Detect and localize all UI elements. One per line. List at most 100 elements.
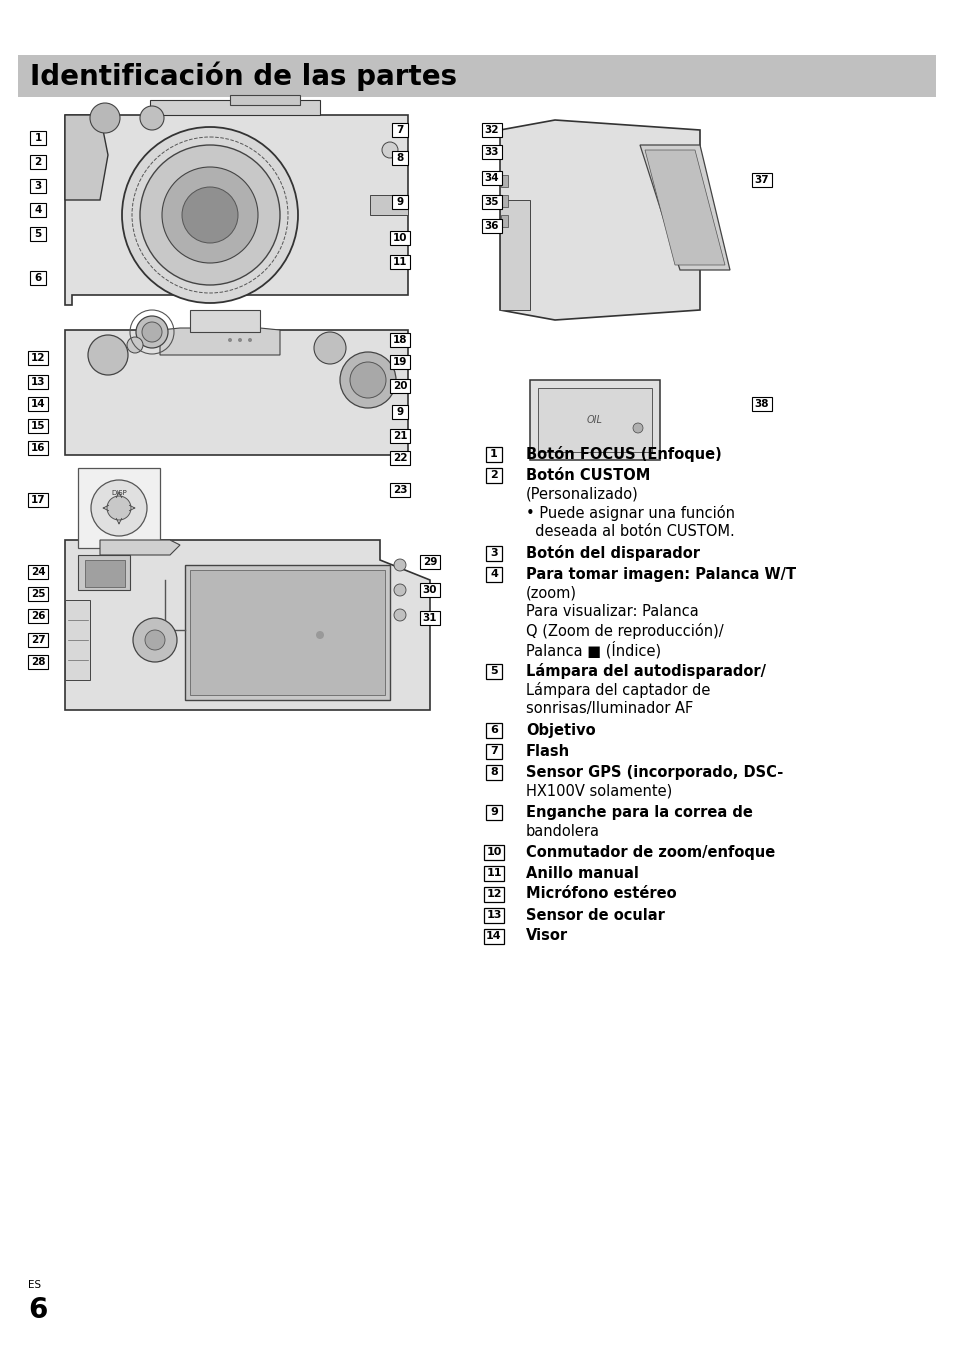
- Text: 25: 25: [30, 589, 45, 599]
- Text: 35: 35: [484, 196, 498, 207]
- Bar: [390, 451, 410, 465]
- Text: Visor: Visor: [525, 928, 568, 943]
- Text: Sensor de ocular: Sensor de ocular: [525, 908, 664, 923]
- Bar: [485, 722, 501, 737]
- Circle shape: [350, 362, 386, 398]
- Circle shape: [142, 321, 162, 342]
- Polygon shape: [65, 330, 408, 455]
- Bar: [481, 145, 501, 159]
- Bar: [30, 203, 46, 217]
- Bar: [485, 804, 501, 819]
- Polygon shape: [78, 555, 130, 590]
- Text: 14: 14: [30, 399, 45, 409]
- Text: 27: 27: [30, 635, 45, 646]
- Circle shape: [339, 352, 395, 408]
- Text: 1: 1: [34, 133, 42, 143]
- Polygon shape: [537, 387, 651, 452]
- Text: 8: 8: [490, 767, 497, 777]
- Bar: [483, 908, 503, 923]
- Polygon shape: [150, 100, 319, 116]
- Circle shape: [237, 338, 242, 342]
- Bar: [28, 397, 48, 412]
- Text: 1: 1: [490, 449, 497, 459]
- Text: Objetivo: Objetivo: [525, 722, 595, 737]
- Bar: [30, 270, 46, 285]
- Text: 12: 12: [30, 352, 45, 363]
- Bar: [30, 130, 46, 145]
- Text: 2: 2: [34, 157, 42, 167]
- Bar: [485, 566, 501, 581]
- Circle shape: [90, 104, 120, 133]
- Bar: [419, 555, 439, 569]
- Text: 11: 11: [486, 868, 501, 878]
- Text: DISP: DISP: [111, 490, 127, 496]
- Polygon shape: [644, 151, 724, 265]
- Polygon shape: [65, 539, 430, 710]
- Bar: [483, 886, 503, 901]
- Circle shape: [145, 629, 165, 650]
- Bar: [390, 355, 410, 369]
- Text: HX100V solamente): HX100V solamente): [525, 784, 672, 799]
- Text: 8: 8: [395, 153, 403, 163]
- Text: 9: 9: [396, 408, 403, 417]
- Circle shape: [315, 631, 324, 639]
- Circle shape: [228, 338, 232, 342]
- Bar: [483, 845, 503, 859]
- Bar: [28, 420, 48, 433]
- Bar: [30, 155, 46, 169]
- Text: 15: 15: [30, 421, 45, 430]
- Bar: [485, 546, 501, 561]
- Polygon shape: [65, 600, 90, 681]
- Bar: [30, 227, 46, 241]
- Text: • Puede asignar una función: • Puede asignar una función: [525, 504, 734, 521]
- Text: Anillo manual: Anillo manual: [525, 865, 639, 881]
- Bar: [28, 609, 48, 623]
- Bar: [28, 565, 48, 578]
- Polygon shape: [185, 565, 390, 699]
- Bar: [390, 483, 410, 498]
- Text: (Personalizado): (Personalizado): [525, 487, 639, 502]
- Text: Palanca ■ (Índice): Palanca ■ (Índice): [525, 642, 660, 659]
- Text: 2: 2: [490, 469, 497, 480]
- Text: 13: 13: [30, 377, 45, 387]
- Text: 28: 28: [30, 656, 45, 667]
- Text: 21: 21: [393, 430, 407, 441]
- Circle shape: [127, 338, 143, 352]
- Bar: [78, 468, 160, 547]
- Text: 29: 29: [422, 557, 436, 568]
- Circle shape: [381, 143, 397, 157]
- Polygon shape: [370, 195, 408, 215]
- Circle shape: [107, 496, 131, 521]
- Text: Botón del disparador: Botón del disparador: [525, 545, 700, 561]
- Bar: [751, 397, 771, 412]
- Polygon shape: [500, 195, 507, 207]
- Circle shape: [122, 126, 297, 303]
- Circle shape: [132, 617, 177, 662]
- Bar: [483, 928, 503, 943]
- Circle shape: [633, 422, 642, 433]
- Text: 11: 11: [393, 257, 407, 268]
- Bar: [28, 351, 48, 364]
- Bar: [28, 633, 48, 647]
- Circle shape: [182, 187, 237, 243]
- Bar: [390, 334, 410, 347]
- Bar: [485, 663, 501, 678]
- Text: 33: 33: [484, 147, 498, 157]
- Circle shape: [394, 609, 406, 621]
- Polygon shape: [100, 539, 180, 555]
- Bar: [419, 582, 439, 597]
- Bar: [485, 744, 501, 759]
- Text: 9: 9: [490, 807, 497, 816]
- Bar: [483, 865, 503, 881]
- Polygon shape: [85, 560, 125, 586]
- Text: Lámpara del captador de: Lámpara del captador de: [525, 682, 710, 698]
- Text: Para visualizar: Palanca: Para visualizar: Palanca: [525, 604, 698, 620]
- Bar: [28, 586, 48, 601]
- Text: Identificación de las partes: Identificación de las partes: [30, 62, 456, 90]
- Bar: [390, 379, 410, 393]
- Circle shape: [162, 167, 257, 264]
- Text: ES: ES: [28, 1280, 41, 1290]
- Polygon shape: [499, 120, 700, 320]
- Bar: [28, 655, 48, 668]
- Text: Botón FOCUS (Enfoque): Botón FOCUS (Enfoque): [525, 447, 721, 461]
